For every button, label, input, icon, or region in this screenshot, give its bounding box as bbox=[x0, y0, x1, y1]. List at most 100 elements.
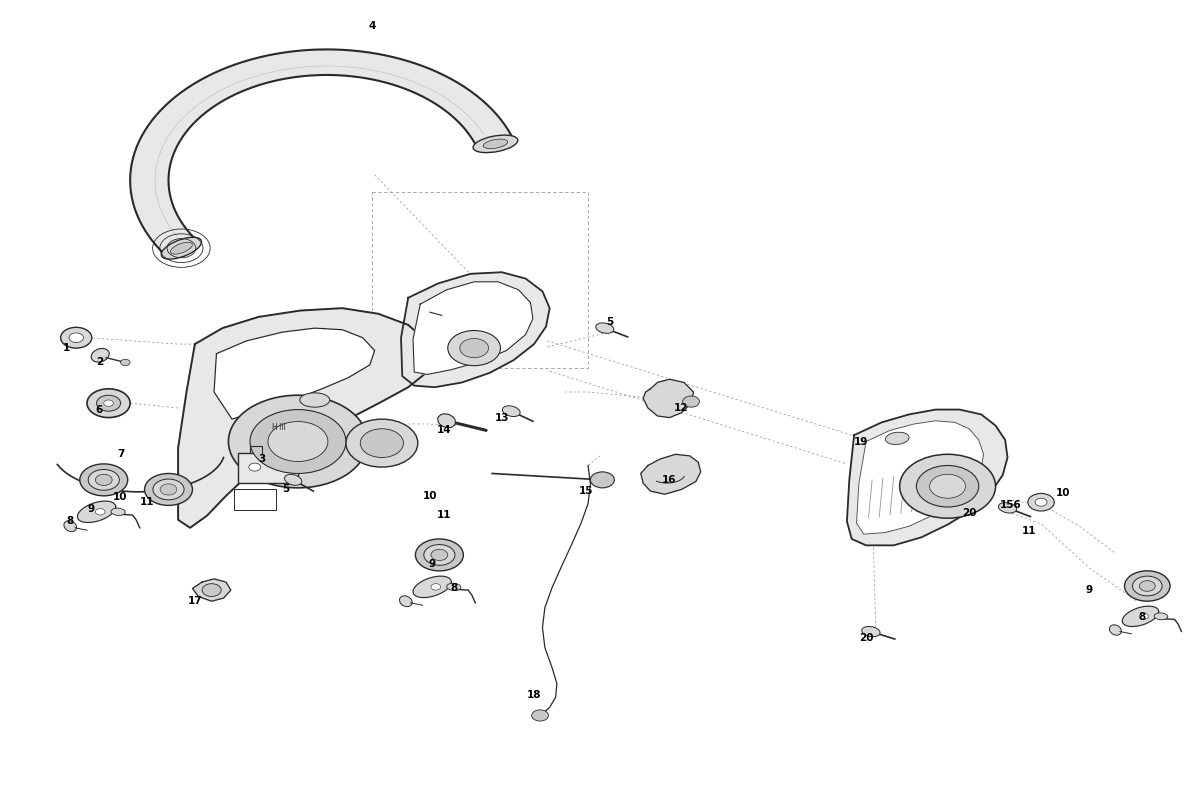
Polygon shape bbox=[413, 282, 533, 374]
Text: 2: 2 bbox=[96, 357, 104, 366]
Circle shape bbox=[144, 474, 192, 506]
Circle shape bbox=[346, 419, 418, 467]
Circle shape bbox=[70, 333, 83, 342]
Circle shape bbox=[61, 327, 91, 348]
Ellipse shape bbox=[862, 626, 880, 637]
Circle shape bbox=[86, 389, 130, 418]
Circle shape bbox=[1036, 498, 1048, 506]
Ellipse shape bbox=[161, 238, 202, 259]
Circle shape bbox=[1139, 614, 1148, 619]
Circle shape bbox=[1133, 576, 1162, 596]
Circle shape bbox=[431, 584, 440, 590]
Polygon shape bbox=[214, 328, 374, 419]
Circle shape bbox=[590, 472, 614, 488]
Text: 10: 10 bbox=[113, 493, 128, 502]
Circle shape bbox=[917, 466, 979, 507]
Ellipse shape bbox=[112, 508, 125, 515]
Text: 4: 4 bbox=[368, 22, 376, 31]
Circle shape bbox=[1139, 581, 1156, 591]
Circle shape bbox=[250, 410, 346, 474]
Polygon shape bbox=[1122, 606, 1159, 626]
Circle shape bbox=[460, 338, 488, 358]
Polygon shape bbox=[234, 490, 276, 510]
Polygon shape bbox=[857, 421, 984, 534]
Text: 8: 8 bbox=[1138, 612, 1145, 622]
Text: 16: 16 bbox=[662, 475, 677, 485]
Text: 11: 11 bbox=[1022, 526, 1037, 536]
Circle shape bbox=[160, 484, 176, 495]
Text: 12: 12 bbox=[674, 403, 689, 413]
Text: 156: 156 bbox=[1001, 501, 1022, 510]
Circle shape bbox=[1028, 494, 1055, 511]
Polygon shape bbox=[641, 454, 701, 494]
Ellipse shape bbox=[998, 502, 1016, 513]
Circle shape bbox=[228, 395, 367, 488]
Text: 19: 19 bbox=[854, 437, 869, 446]
Text: 20: 20 bbox=[859, 633, 874, 643]
Text: 15: 15 bbox=[578, 486, 593, 496]
Text: 9: 9 bbox=[88, 505, 94, 514]
Circle shape bbox=[152, 479, 184, 500]
Text: 18: 18 bbox=[527, 690, 541, 701]
Polygon shape bbox=[130, 50, 514, 255]
Text: 5: 5 bbox=[282, 485, 289, 494]
Ellipse shape bbox=[595, 323, 614, 334]
Text: 9: 9 bbox=[1086, 585, 1092, 595]
Ellipse shape bbox=[400, 596, 412, 606]
Circle shape bbox=[202, 584, 221, 597]
Ellipse shape bbox=[446, 583, 461, 590]
Circle shape bbox=[95, 474, 112, 486]
Bar bbox=[238, 453, 298, 483]
Text: 5: 5 bbox=[606, 317, 613, 326]
Ellipse shape bbox=[886, 432, 910, 445]
Text: 11: 11 bbox=[139, 498, 154, 507]
Polygon shape bbox=[413, 576, 451, 598]
Circle shape bbox=[88, 470, 119, 490]
Ellipse shape bbox=[284, 474, 302, 486]
Polygon shape bbox=[78, 501, 115, 522]
Ellipse shape bbox=[503, 406, 520, 417]
Circle shape bbox=[120, 359, 130, 366]
Circle shape bbox=[431, 550, 448, 561]
Circle shape bbox=[360, 429, 403, 458]
Polygon shape bbox=[178, 308, 432, 528]
Text: H·III: H·III bbox=[271, 423, 287, 432]
Text: 9: 9 bbox=[428, 558, 436, 569]
Text: 8: 8 bbox=[66, 516, 74, 526]
Polygon shape bbox=[401, 272, 550, 387]
Circle shape bbox=[80, 464, 127, 496]
Circle shape bbox=[448, 330, 500, 366]
Ellipse shape bbox=[300, 393, 330, 407]
Circle shape bbox=[415, 539, 463, 571]
Ellipse shape bbox=[438, 414, 456, 428]
Circle shape bbox=[103, 400, 113, 406]
Ellipse shape bbox=[1109, 625, 1122, 635]
Ellipse shape bbox=[91, 349, 109, 362]
Circle shape bbox=[1124, 571, 1170, 601]
Text: 20: 20 bbox=[962, 509, 977, 518]
Text: 13: 13 bbox=[494, 413, 509, 422]
Text: 10: 10 bbox=[422, 491, 437, 501]
Circle shape bbox=[424, 545, 455, 566]
Text: 17: 17 bbox=[187, 596, 202, 606]
Text: 7: 7 bbox=[116, 450, 125, 459]
Polygon shape bbox=[192, 579, 230, 602]
Text: 8: 8 bbox=[450, 583, 457, 594]
Circle shape bbox=[683, 396, 700, 407]
Ellipse shape bbox=[484, 139, 508, 149]
Text: 11: 11 bbox=[437, 510, 451, 520]
Text: 14: 14 bbox=[437, 426, 451, 435]
Ellipse shape bbox=[64, 521, 77, 532]
Polygon shape bbox=[847, 410, 1008, 546]
Text: 1: 1 bbox=[62, 343, 71, 353]
Circle shape bbox=[248, 463, 260, 471]
Circle shape bbox=[96, 395, 120, 411]
Circle shape bbox=[900, 454, 996, 518]
Circle shape bbox=[95, 509, 104, 515]
Text: 3: 3 bbox=[258, 454, 265, 464]
Circle shape bbox=[268, 422, 328, 462]
Circle shape bbox=[532, 710, 548, 721]
Text: 6: 6 bbox=[95, 405, 103, 414]
Circle shape bbox=[930, 474, 966, 498]
Ellipse shape bbox=[170, 242, 192, 254]
